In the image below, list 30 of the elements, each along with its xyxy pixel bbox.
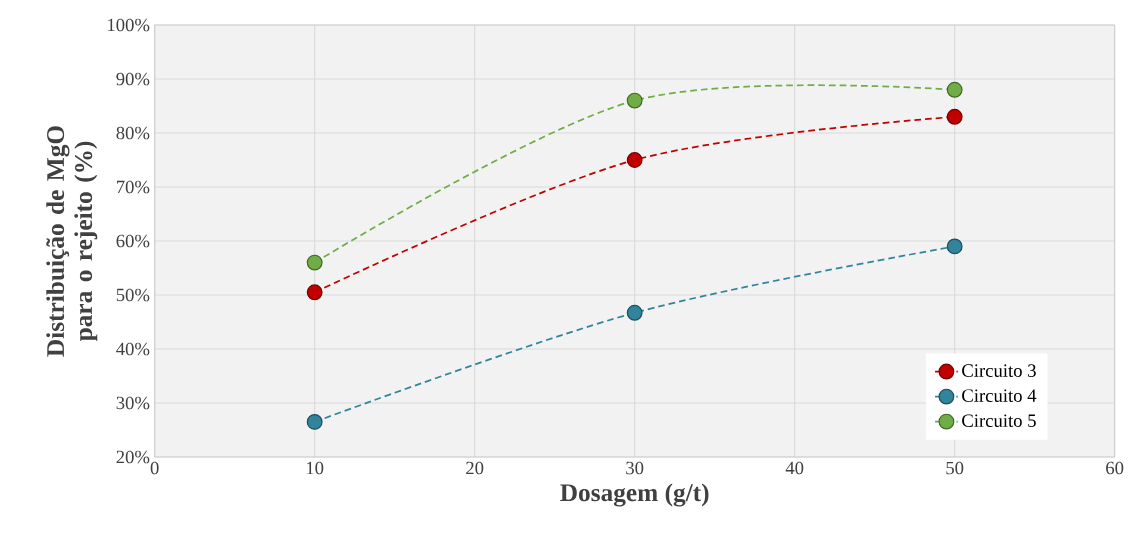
point (306, 284, 323, 301)
y-tick-label: 70% (116, 180, 150, 194)
x-axis-title: Dosagem (g/t) (560, 483, 709, 507)
point (306, 254, 323, 271)
x-tick-label: 40 (785, 461, 804, 475)
y-tick-label: 90% (116, 72, 150, 86)
x-tick-label: 10 (306, 461, 324, 475)
x-tick-label: 0 (150, 461, 159, 475)
legend-label: Circuito 3 (962, 364, 1036, 377)
point (306, 413, 323, 430)
x-tick-label: 20 (466, 461, 484, 475)
point (946, 81, 963, 98)
y-tick-label: 60% (116, 234, 150, 248)
point (626, 152, 643, 168)
y-tick-label: 80% (116, 126, 150, 140)
legend-label: Circuito 5 (962, 414, 1036, 427)
x-tick-label: 60 (1106, 461, 1124, 475)
legend-label: Circuito 4 (962, 389, 1037, 402)
point (946, 238, 963, 255)
point (626, 304, 643, 321)
y-tick-label: 100% (108, 18, 150, 32)
x-tick-label: 30 (626, 461, 644, 475)
point (626, 92, 643, 109)
y-tick-label: 40% (116, 342, 150, 356)
x-tick-label: 50 (946, 461, 964, 475)
y-tick-label: 30% (116, 396, 150, 410)
y-tick-label: 50% (116, 288, 150, 302)
y-axis-title: Distribuição de MgO para o rejeito (%) (46, 126, 98, 357)
y-tick-label: 20% (116, 450, 150, 464)
point (946, 108, 963, 125)
